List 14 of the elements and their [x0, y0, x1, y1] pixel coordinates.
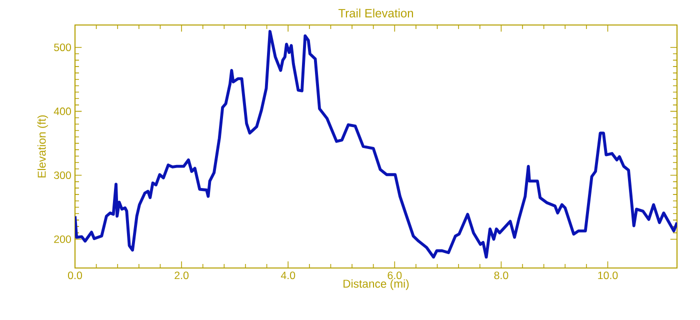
x-tick-label: 4.0: [280, 272, 296, 280]
chart-title: Trail Elevation: [338, 8, 413, 18]
y-tick-label: 500: [54, 44, 71, 52]
y-tick-label: 200: [54, 235, 71, 243]
y-tick-label: 400: [54, 108, 71, 116]
x-axis-title: Distance (mi): [344, 279, 409, 290]
x-tick-label: 8.0: [494, 272, 508, 280]
x-tick-label: 6.0: [388, 272, 402, 280]
line-series: [75, 30, 678, 259]
y-axis-title: Elevation (ft): [37, 115, 48, 178]
x-tick-label: 0.0: [68, 272, 82, 280]
x-tick-label: 10.0: [598, 272, 618, 280]
y-tick-label: 300: [54, 171, 71, 180]
x-tick-label: 2.0: [174, 272, 189, 280]
